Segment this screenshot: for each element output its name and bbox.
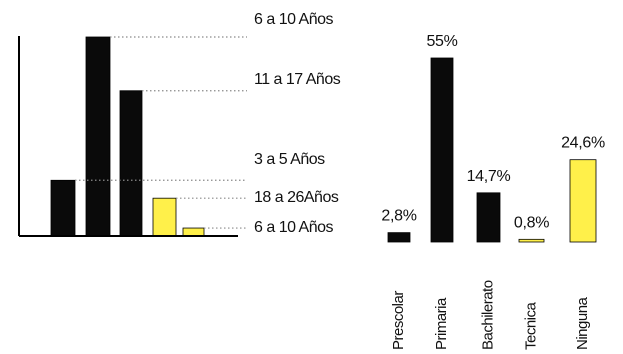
- bar-bachilerato: [476, 192, 501, 243]
- data-label: 55%: [426, 33, 457, 50]
- bar-3: [119, 90, 143, 237]
- data-label: 14,7%: [467, 168, 511, 185]
- category-label: 3 a 5 Años: [254, 151, 325, 168]
- bar-2: [85, 36, 111, 237]
- category-label: Ninguna: [574, 296, 591, 350]
- category-label: 18 a 26Años: [254, 189, 339, 206]
- data-label: 24,6%: [561, 135, 605, 152]
- category-label: Prescolar: [390, 291, 407, 350]
- bar-1: [50, 179, 76, 237]
- category-label: 6 a 10 Años: [254, 11, 334, 28]
- data-label: 0,8%: [514, 214, 549, 231]
- category-label: 6 a 10 Años: [254, 219, 334, 236]
- bar-primaria: [430, 57, 454, 243]
- category-label: Tecnica: [522, 301, 539, 350]
- data-label: 2,8%: [381, 208, 416, 225]
- bar-tecnica: [518, 238, 545, 243]
- bar-5: [182, 227, 205, 237]
- education-level-chart: 2,8% Prescolar 55% Primaria 14,7% Bachilerato…: [381, 33, 605, 350]
- category-label: Bachilerato: [479, 280, 496, 350]
- bar-ninguna: [569, 159, 597, 243]
- age-group-chart: 6 a 10 Años 11 a 17 Años 3 a 5 Años 18 a 26…: [18, 11, 341, 237]
- category-label: 11 a 17 Años: [254, 71, 341, 88]
- bar-4: [152, 197, 177, 237]
- bar-prescolar: [387, 232, 411, 243]
- category-label: Primaria: [433, 297, 450, 350]
